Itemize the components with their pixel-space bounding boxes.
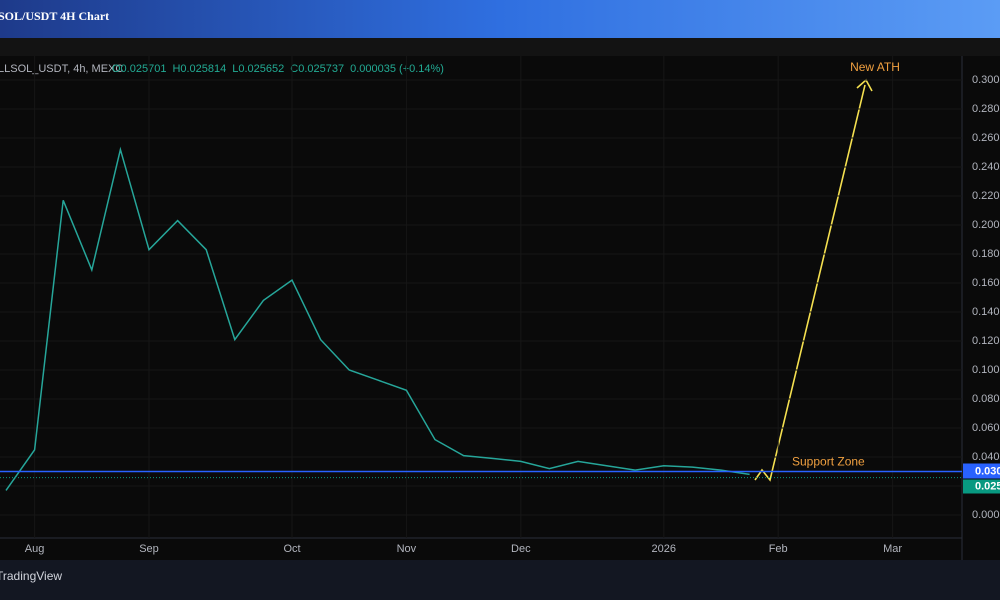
- last-price: 0.025: [975, 480, 1000, 492]
- support-price-tag: [963, 463, 1000, 479]
- legend-ohlc: 0.000035 (+0.14%): [350, 63, 444, 75]
- header-bar: [0, 0, 1000, 38]
- last-price-tag: [963, 479, 1000, 494]
- x-tick-label: Oct: [283, 543, 300, 555]
- footer-bar: [0, 560, 1000, 600]
- x-tick-label: Aug: [25, 543, 45, 555]
- support-label: Support Zone: [792, 455, 865, 469]
- x-tick-label: Dec: [511, 543, 531, 555]
- x-tick-label: Nov: [397, 543, 417, 555]
- y-tick-label: 0.0000: [972, 509, 1000, 521]
- x-tick-label: 2026: [652, 543, 676, 555]
- legend-symbol: LLSOL_USDT, 4h, MEXC: [0, 63, 123, 75]
- legend-ohlc: H0.025814: [172, 63, 226, 75]
- x-tick-label: Mar: [883, 543, 902, 555]
- y-tick-label: 0.3000: [972, 74, 1000, 86]
- annotation: New ATH: [850, 60, 900, 74]
- toolbar: [0, 38, 1000, 56]
- footer-brand: TradingView: [0, 569, 62, 583]
- legend-ohlc: O0.025701: [112, 63, 166, 75]
- legend-ohlc: L0.025652: [232, 63, 284, 75]
- x-tick-label: Sep: [139, 543, 159, 555]
- x-tick-label: Feb: [769, 543, 788, 555]
- legend-ohlc: C0.025737: [290, 63, 344, 75]
- support-price: 0.030: [975, 465, 1000, 477]
- price-line: [5, 146, 750, 491]
- header-title: SOL/USDT 4H Chart: [0, 9, 109, 23]
